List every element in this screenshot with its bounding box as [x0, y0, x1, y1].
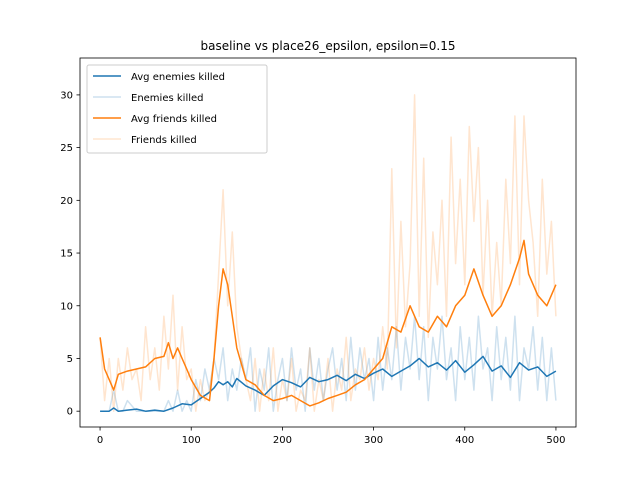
y-tick-label: 15: [60, 249, 73, 260]
y-tick-label: 25: [60, 143, 73, 154]
plot-area: [99, 94, 557, 412]
x-tick-label: 0: [97, 435, 103, 446]
plot-frame: [79, 57, 577, 428]
y-tick-label: 10: [60, 301, 73, 312]
legend-label-friends-killed: Friends killed: [131, 135, 197, 146]
legend-items: Avg enemies killed Enemies killed Avg frie…: [93, 72, 225, 146]
y-tick-label: 30: [60, 90, 73, 101]
x-tick-label: 500: [546, 435, 565, 446]
chart-title: baseline vs place26_epsilon, epsilon=0.1…: [201, 39, 456, 53]
legend-label-avg-enemies-killed: Avg enemies killed: [131, 72, 225, 83]
y-axis: 0 5 10 15 20 25 30: [60, 90, 80, 418]
x-tick-label: 300: [364, 435, 383, 446]
series-line-avg-friends-killed: [99, 239, 557, 407]
y-tick-label: 20: [60, 196, 73, 207]
x-tick-label: 400: [455, 435, 474, 446]
legend-label-enemies-killed: Enemies killed: [131, 93, 204, 104]
series-line-friends-killed: [99, 94, 557, 412]
x-tick-label: 200: [273, 435, 292, 446]
series-line-avg-enemies-killed: [100, 355, 557, 412]
series-group: [99, 94, 557, 412]
legend: Avg enemies killed Enemies killed Avg frie…: [86, 64, 268, 154]
y-tick-label: 0: [67, 407, 73, 418]
legend-label-avg-friends-killed: Avg friends killed: [131, 114, 217, 125]
y-tick-label: 5: [67, 354, 73, 365]
x-axis: 0 100 200 300 400 500: [97, 427, 565, 446]
legend-box: [86, 64, 268, 154]
x-tick-label: 100: [182, 435, 201, 446]
